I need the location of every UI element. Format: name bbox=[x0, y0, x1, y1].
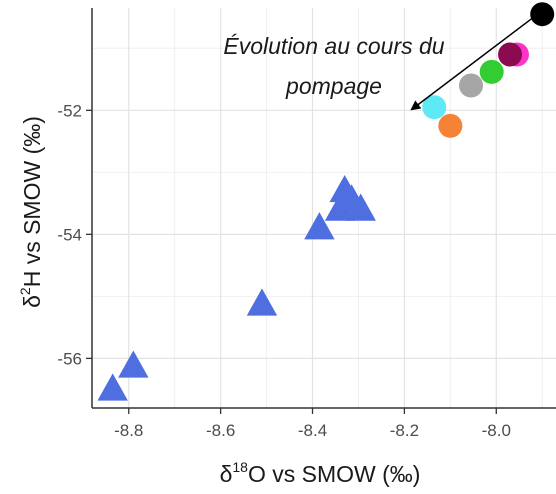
x-axis-title: δ18O vs SMOW (‰) bbox=[220, 459, 421, 487]
triangle-data-point bbox=[118, 350, 149, 378]
triangle-data-point bbox=[97, 373, 128, 401]
circle-data-point bbox=[438, 113, 463, 138]
y-axis-title-sup: 2 bbox=[17, 287, 33, 295]
annotation-line-2: pompage bbox=[285, 73, 382, 99]
y-axis-title: δ2H vs SMOW (‰) bbox=[17, 116, 45, 308]
annotation: Évolution au cours du pompage bbox=[223, 13, 539, 111]
annotation-arrow bbox=[410, 13, 539, 111]
data-points bbox=[97, 2, 555, 401]
ticks: -8.8 -8.6 -8.4 -8.2 -8.0 -52 -54 -56 bbox=[57, 101, 511, 440]
circle-data-point bbox=[530, 2, 555, 27]
triangle-data-point bbox=[304, 212, 335, 240]
x-tick-label: -8.8 bbox=[114, 421, 143, 440]
y-tick-label: -56 bbox=[57, 349, 82, 368]
x-tick-label: -8.0 bbox=[482, 421, 511, 440]
triangle-data-point bbox=[345, 193, 376, 221]
x-tick-label: -8.6 bbox=[206, 421, 235, 440]
axis-frame bbox=[91, 8, 556, 409]
x-axis-title-suffix: O vs SMOW (‰) bbox=[248, 461, 420, 487]
annotation-line-1: Évolution au cours du bbox=[223, 33, 444, 59]
circle-data-point bbox=[459, 73, 484, 98]
y-tick-label: -54 bbox=[57, 225, 82, 244]
y-tick-label: -52 bbox=[57, 101, 82, 120]
x-tick-label: -8.4 bbox=[298, 421, 327, 440]
y-axis-title-suffix: H vs SMOW (‰) bbox=[19, 116, 45, 287]
triangle-data-point bbox=[246, 288, 278, 316]
circle-data-point bbox=[422, 95, 447, 120]
y-axis-title-prefix: δ bbox=[19, 295, 45, 308]
x-axis-title-sup: 18 bbox=[232, 459, 248, 475]
x-axis-title-prefix: δ bbox=[220, 461, 233, 487]
circle-data-point bbox=[498, 42, 523, 67]
circle-data-point bbox=[479, 59, 504, 84]
plot-panel bbox=[92, 8, 556, 408]
x-tick-label: -8.2 bbox=[390, 421, 419, 440]
